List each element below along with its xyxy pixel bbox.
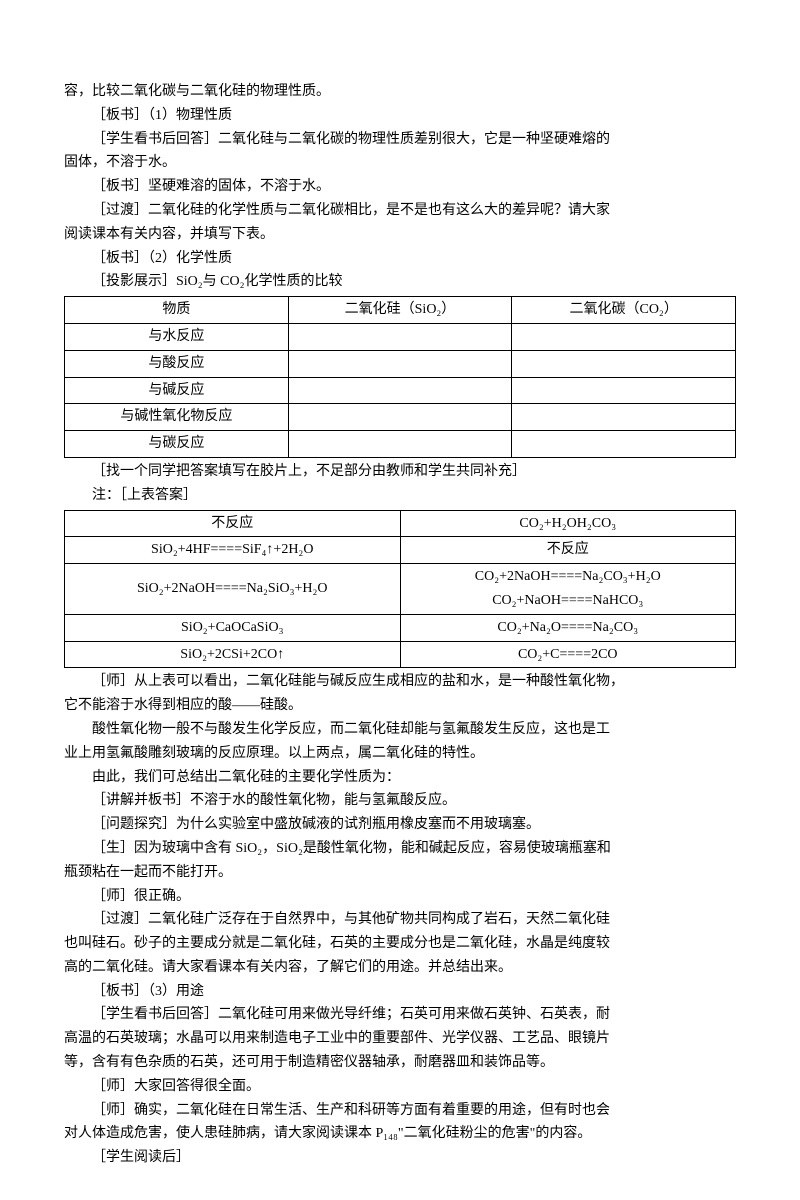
table-row: 与碳反应 [65, 431, 736, 458]
paragraph: ［学生看书后回答］二氧化硅可用来做光导纤维；石英可用来做石英钟、石英表，耐 [64, 1003, 736, 1027]
table-cell [288, 377, 512, 404]
paragraph: ［学生阅读后］ [64, 1146, 736, 1170]
paragraph: 固体，不溶于水。 [64, 151, 736, 175]
table-row: 不反应 CO₂+H₂OH₂CO₃ [65, 510, 736, 537]
table-row: 与酸反应 [65, 350, 736, 377]
table-cell [288, 431, 512, 458]
paragraph: ［讲解并板书］不溶于水的酸性氧化物，能与氢氟酸反应。 [64, 789, 736, 813]
table-cell [512, 377, 736, 404]
paragraph: ［问题探究］为什么实验室中盛放碱液的试剂瓶用橡皮塞而不用玻璃塞。 [64, 813, 736, 837]
table-cell: CO₂+C====2CO [400, 641, 736, 668]
table-cell: 与碳反应 [65, 431, 289, 458]
paragraph: ［过渡］二氧化硅的化学性质与二氧化碳相比，是不是也有这么大的差异呢？请大家 [64, 199, 736, 223]
comparison-table-answers: 不反应 CO₂+H₂OH₂CO₃ SiO₂+4HF====SiF₄↑+2H₂O … [64, 510, 736, 669]
table-cell: SiO₂+2NaOH====Na₂SiO₃+H₂O [65, 564, 401, 615]
paragraph: ［板书］坚硬难溶的固体，不溶于水。 [64, 175, 736, 199]
paragraph: 高的二氧化硅。请大家看课本有关内容，了解它们的用途。并总结出来。 [64, 956, 736, 980]
table-row: 与碱反应 [65, 377, 736, 404]
table-cell [512, 404, 736, 431]
paragraph: 容，比较二氧化碳与二氧化硅的物理性质。 [64, 80, 736, 104]
paragraph: 由此，我们可总结出二氧化硅的主要化学性质为： [64, 766, 736, 790]
table-header: 物质 [65, 297, 289, 324]
table-header-row: 物质 二氧化硅（SiO₂） 二氧化碳（CO₂） [65, 297, 736, 324]
paragraph: 阅读课本有关内容，并填写下表。 [64, 223, 736, 247]
paragraph: 等，含有有色杂质的石英，还可用于制造精密仪器轴承，耐磨器皿和装饰品等。 [64, 1051, 736, 1075]
paragraph: ［师］大家回答得很全面。 [64, 1075, 736, 1099]
table-row: SiO₂+2NaOH====Na₂SiO₃+H₂O CO₂+2NaOH====N… [65, 564, 736, 615]
paragraph: ［学生看书后回答］二氧化硅与二氧化碳的物理性质差别很大，它是一种坚硬难熔的 [64, 128, 736, 152]
paragraph: ［过渡］二氧化硅广泛存在于自然界中，与其他矿物共同构成了岩石，天然二氧化硅 [64, 908, 736, 932]
paragraph: ［师］很正确。 [64, 885, 736, 909]
table-row: SiO₂+2CSi+2CO↑ CO₂+C====2CO [65, 641, 736, 668]
table-cell [512, 431, 736, 458]
table-cell: SiO₂+4HF====SiF₄↑+2H₂O [65, 537, 401, 564]
paragraph: ［师］确实，二氧化硅在日常生活、生产和科研等方面有着重要的用途，但有时也会 [64, 1099, 736, 1123]
paragraph: ［找一个同学把答案填写在胶片上，不足部分由教师和学生共同补充］ [64, 460, 736, 484]
paragraph: 高温的石英玻璃；水晶可以用来制造电子工业中的重要部件、光学仪器、工艺品、眼镜片 [64, 1027, 736, 1051]
document-body: 容，比较二氧化碳与二氧化硅的物理性质。 ［板书］（1）物理性质 ［学生看书后回答… [64, 80, 736, 1170]
table-row: 与碱性氧化物反应 [65, 404, 736, 431]
comparison-table-blank: 物质 二氧化硅（SiO₂） 二氧化碳（CO₂） 与水反应 与酸反应 与碱反应 与… [64, 296, 736, 458]
table-cell [288, 323, 512, 350]
table-cell [288, 350, 512, 377]
table-cell: SiO₂+CaOCaSiO₃ [65, 614, 401, 641]
paragraph: ［生］因为玻璃中含有 SiO₂，SiO₂是酸性氧化物，能和碱起反应，容易使玻璃瓶… [64, 837, 736, 861]
table-cell: CO₂+H₂OH₂CO₃ [400, 510, 736, 537]
paragraph: 它不能溶于水得到相应的酸——硅酸。 [64, 694, 736, 718]
paragraph: ［板书］（1）物理性质 [64, 104, 736, 128]
paragraph: 业上用氢氟酸雕刻玻璃的反应原理。以上两点，属二氧化硅的特性。 [64, 742, 736, 766]
table-row: SiO₂+4HF====SiF₄↑+2H₂O 不反应 [65, 537, 736, 564]
table-cell: 与水反应 [65, 323, 289, 350]
table-cell: 不反应 [400, 537, 736, 564]
paragraph: ［师］从上表可以看出，二氧化硅能与碱反应生成相应的盐和水，是一种酸性氧化物， [64, 670, 736, 694]
table-row: 与水反应 [65, 323, 736, 350]
paragraph: ［板书］（3）用途 [64, 980, 736, 1004]
table-cell: 与碱性氧化物反应 [65, 404, 289, 431]
table-header: 二氧化硅（SiO₂） [288, 297, 512, 324]
paragraph: 也叫硅石。砂子的主要成分就是二氧化硅，石英的主要成分也是二氧化硅，水晶是纯度较 [64, 932, 736, 956]
table-cell: 与碱反应 [65, 377, 289, 404]
table-cell [288, 404, 512, 431]
paragraph: 注：［上表答案］ [64, 484, 736, 508]
paragraph: ［板书］（2）化学性质 [64, 247, 736, 271]
table-cell: SiO₂+2CSi+2CO↑ [65, 641, 401, 668]
paragraph: 酸性氧化物一般不与酸发生化学反应，而二氧化硅却能与氢氟酸发生反应，这也是工 [64, 718, 736, 742]
paragraph: ［投影展示］SiO₂与 CO₂化学性质的比较 [64, 270, 736, 294]
table-header: 二氧化碳（CO₂） [512, 297, 736, 324]
paragraph: 对人体造成危害，使人患硅肺病，请大家阅读课本 P₁₄₈"二氧化硅粉尘的危害"的内… [64, 1122, 736, 1146]
table-row: SiO₂+CaOCaSiO₃ CO₂+Na₂O====Na₂CO₃ [65, 614, 736, 641]
table-cell: CO₂+Na₂O====Na₂CO₃ [400, 614, 736, 641]
table-cell: 与酸反应 [65, 350, 289, 377]
table-cell: CO₂+2NaOH====Na₂CO₃+H₂O CO₂+NaOH====NaHC… [400, 564, 736, 615]
table-cell [512, 323, 736, 350]
table-cell [512, 350, 736, 377]
table-cell: 不反应 [65, 510, 401, 537]
paragraph: 瓶颈粘在一起而不能打开。 [64, 861, 736, 885]
